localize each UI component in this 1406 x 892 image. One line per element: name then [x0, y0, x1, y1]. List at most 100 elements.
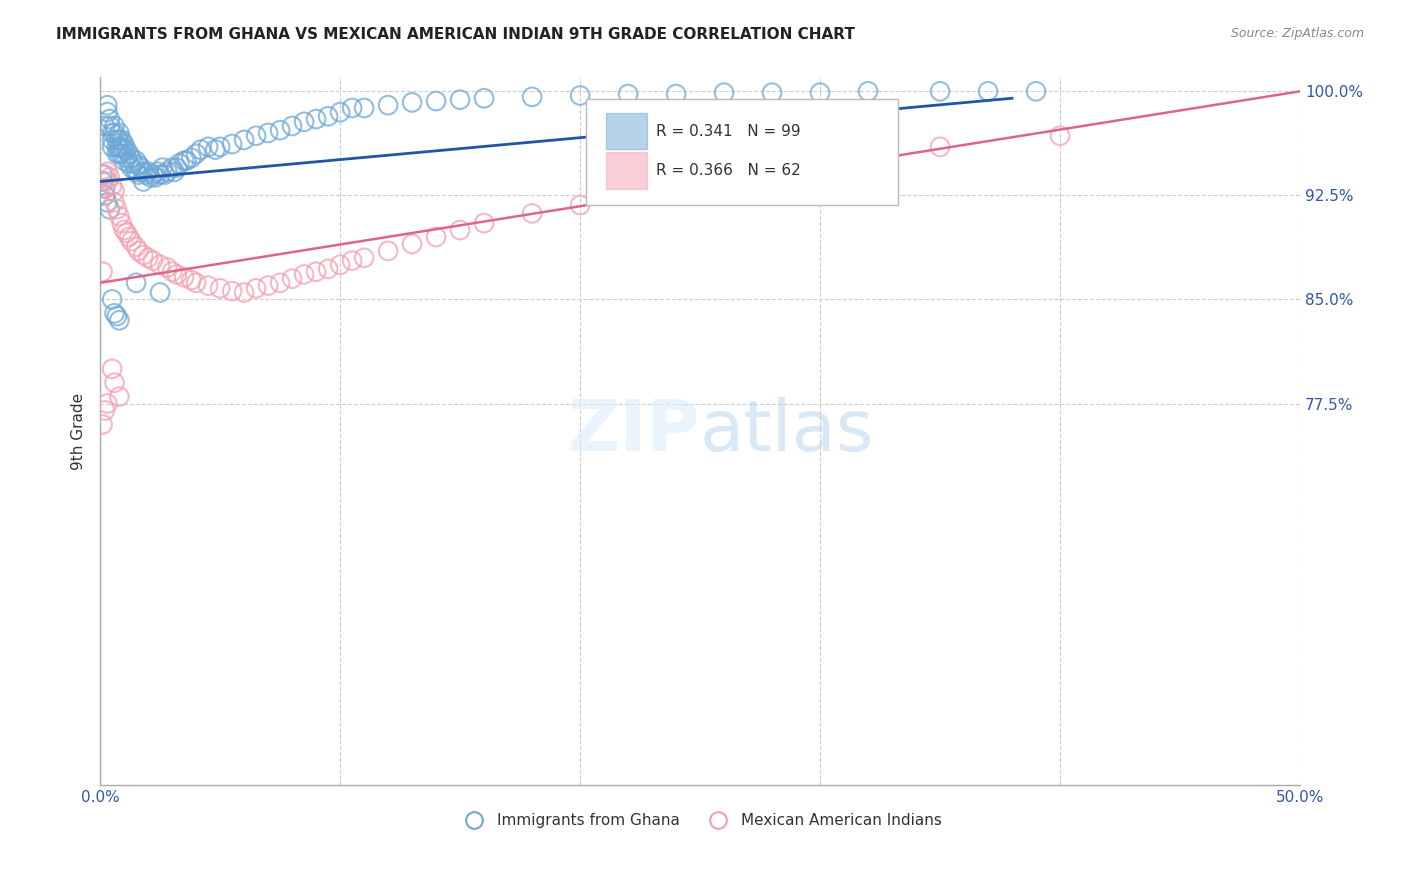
Point	[142, 253, 165, 268]
FancyBboxPatch shape	[606, 153, 647, 188]
Point	[98, 119, 121, 133]
Text: R = 0.341   N = 99: R = 0.341 N = 99	[655, 124, 800, 139]
Point	[91, 174, 114, 188]
Point	[292, 268, 315, 282]
Point	[401, 236, 423, 251]
Point	[120, 161, 142, 175]
Point	[101, 133, 124, 147]
Point	[316, 109, 339, 123]
Point	[91, 168, 114, 182]
Point	[108, 390, 131, 404]
Point	[257, 126, 280, 140]
Point	[91, 417, 114, 432]
Point	[105, 202, 128, 217]
Point	[160, 265, 183, 279]
Point	[281, 271, 304, 285]
Point	[94, 181, 117, 195]
Point	[101, 140, 124, 154]
Point	[120, 234, 142, 248]
Point	[329, 105, 352, 120]
Point	[713, 170, 735, 185]
Point	[91, 265, 114, 279]
Point	[257, 278, 280, 293]
Point	[977, 84, 1000, 98]
Point	[111, 146, 134, 161]
Point	[111, 140, 134, 154]
Point	[761, 161, 783, 176]
Point	[856, 84, 879, 98]
Point	[449, 223, 471, 237]
FancyBboxPatch shape	[606, 112, 647, 149]
Point	[377, 244, 399, 258]
Point	[305, 265, 328, 279]
Point	[292, 115, 315, 129]
Point	[112, 223, 135, 237]
Text: R = 0.366   N = 62: R = 0.366 N = 62	[655, 163, 800, 178]
Point	[180, 273, 202, 287]
Point	[96, 396, 118, 410]
Point	[101, 361, 124, 376]
Point	[425, 230, 447, 244]
Point	[128, 168, 150, 182]
Point	[617, 188, 640, 202]
Point	[340, 101, 363, 115]
Point	[929, 140, 952, 154]
Point	[180, 151, 202, 165]
Point	[94, 181, 117, 195]
Point	[139, 170, 162, 185]
Point	[173, 153, 195, 168]
Point	[105, 140, 128, 154]
Point	[520, 90, 543, 104]
Text: IMMIGRANTS FROM GHANA VS MEXICAN AMERICAN INDIAN 9TH GRADE CORRELATION CHART: IMMIGRANTS FROM GHANA VS MEXICAN AMERICA…	[56, 27, 855, 42]
Point	[160, 161, 183, 175]
Point	[103, 119, 125, 133]
Point	[103, 306, 125, 320]
Point	[135, 168, 157, 182]
Point	[520, 206, 543, 220]
Point	[129, 161, 152, 175]
Point	[197, 140, 219, 154]
Point	[176, 153, 198, 168]
Point	[146, 165, 169, 179]
Point	[136, 165, 159, 179]
Point	[173, 270, 195, 285]
Point	[118, 146, 141, 161]
Point	[1049, 128, 1071, 143]
Point	[108, 140, 131, 154]
Point	[209, 140, 232, 154]
Point	[340, 253, 363, 268]
Point	[377, 98, 399, 112]
Point	[209, 281, 232, 295]
Point	[569, 88, 592, 103]
Text: atlas: atlas	[700, 397, 875, 466]
Point	[166, 161, 188, 175]
Point	[103, 376, 125, 390]
Point	[105, 309, 128, 323]
Point	[245, 281, 267, 295]
Point	[149, 258, 172, 272]
Point	[163, 165, 186, 179]
Point	[96, 174, 118, 188]
Point	[96, 105, 118, 120]
Point	[316, 261, 339, 276]
Point	[132, 165, 155, 179]
Point	[569, 198, 592, 212]
Point	[149, 168, 172, 182]
Point	[184, 276, 207, 290]
Legend: Immigrants from Ghana, Mexican American Indians: Immigrants from Ghana, Mexican American …	[453, 807, 948, 834]
Point	[132, 174, 155, 188]
Point	[112, 136, 135, 151]
Point	[125, 276, 148, 290]
Point	[94, 119, 117, 133]
Point	[269, 276, 291, 290]
Point	[122, 156, 145, 170]
Text: ZIP: ZIP	[568, 397, 700, 466]
Point	[808, 153, 831, 168]
Point	[115, 226, 138, 240]
Point	[118, 156, 141, 170]
Point	[281, 119, 304, 133]
Point	[111, 133, 134, 147]
Point	[152, 161, 174, 175]
Point	[103, 126, 125, 140]
Point	[156, 260, 179, 275]
